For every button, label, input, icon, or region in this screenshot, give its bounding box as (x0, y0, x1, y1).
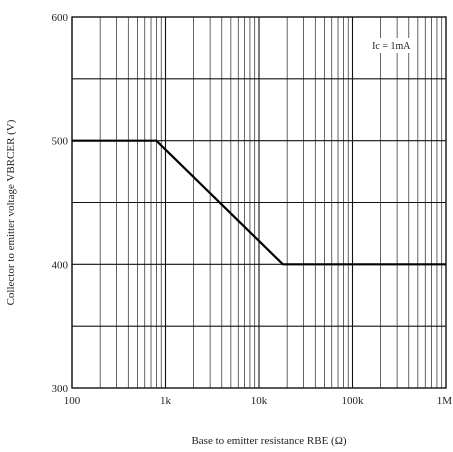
plot-frame (71, 16, 447, 389)
x-tick-label: 100 (64, 395, 81, 407)
x-tick-label: 1M (437, 395, 453, 407)
x-tick-label: 1k (160, 395, 172, 407)
tick-labels: 100 1k 10k 100k 1M 300 400 500 600 (52, 12, 453, 407)
y-axis-label: Collector to emitter voltage VBRCER (V) (5, 119, 17, 305)
annotation-group: Ic = 1mA (365, 38, 418, 53)
series-group (72, 139, 446, 266)
annotation-ic: Ic = 1mA (372, 41, 411, 52)
y-tick-label: 400 (52, 259, 69, 271)
grid (71, 16, 446, 389)
x-tick-label: 10k (251, 395, 268, 407)
series-line-0 (72, 139, 446, 266)
y-tick-label: 500 (52, 136, 69, 148)
x-tick-label: 100k (342, 395, 365, 407)
x-axis-label: Base to emitter resistance RBE (Ω) (191, 435, 346, 447)
annotation-background (365, 38, 418, 53)
y-tick-label: 600 (52, 12, 69, 24)
y-tick-label: 300 (52, 383, 69, 395)
